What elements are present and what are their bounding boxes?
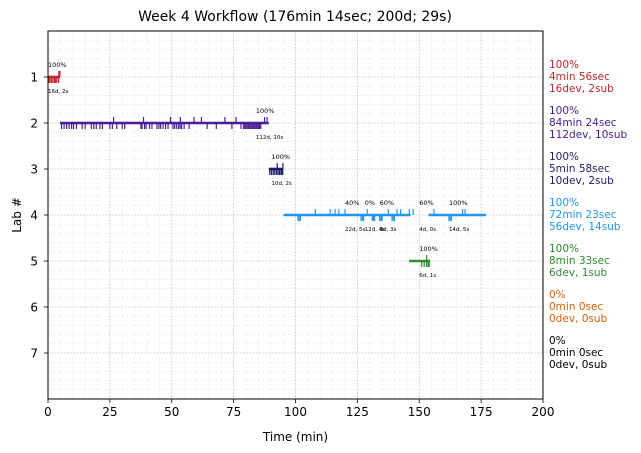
y-tick-label: 3 bbox=[30, 163, 38, 177]
x-tick-label: 75 bbox=[226, 405, 241, 419]
plot-area: 100% 16d, 2s 100% 112d, 10s 100% 10d, 2s 40% 22… bbox=[48, 61, 487, 279]
lab-2-pct-label: 100% bbox=[256, 107, 275, 115]
lab-4-summary-line: 100% bbox=[549, 197, 579, 209]
axis-ticks: 0 25 50 75 100 125 150 175 200 1 2 3 4 5 6 7 bbox=[30, 71, 554, 420]
y-tick-label: 6 bbox=[30, 301, 38, 315]
lab-1-summary-line: 100% bbox=[549, 59, 579, 71]
lab-6-summary-line: 0dev, 0sub bbox=[549, 313, 608, 325]
x-tick-label: 25 bbox=[102, 405, 117, 419]
lab-1-pct-label: 100% bbox=[48, 61, 67, 69]
x-tick-label: 200 bbox=[532, 405, 555, 419]
lab-4-summary-line: 56dev, 14sub bbox=[549, 221, 621, 233]
lab-4-count-label: 14d, 5s bbox=[449, 227, 469, 233]
y-axis-label: Lab # bbox=[10, 197, 24, 233]
lab-5-pct-label: 100% bbox=[419, 245, 438, 253]
lab-3-count-label: 10d, 2s bbox=[271, 181, 291, 187]
lab-7-summary-line: 0min 0sec bbox=[549, 347, 603, 359]
lab-6-summary-line: 0min 0sec bbox=[549, 301, 603, 313]
lab-4-count-label: 12d, 4s bbox=[365, 227, 385, 233]
lab-3-pct-label: 100% bbox=[271, 153, 290, 161]
x-axis-label: Time (min) bbox=[262, 430, 328, 444]
lab-3-summary-line: 10dev, 2sub bbox=[549, 175, 614, 187]
y-tick-label: 7 bbox=[30, 347, 38, 361]
lab-1-count-label: 16d, 2s bbox=[48, 89, 68, 95]
y-tick-label: 1 bbox=[30, 71, 38, 85]
lab-5-count-label: 6d, 1s bbox=[419, 273, 436, 279]
lab-4-count-label: 4d, 0s bbox=[419, 227, 436, 233]
lab-4-pct-label: 100% bbox=[449, 199, 468, 207]
grid bbox=[47, 30, 544, 399]
lab-4-summary-line: 72min 23sec bbox=[549, 209, 617, 221]
lab-4-count-label: 22d, 5s bbox=[345, 227, 365, 233]
lab-3-summary-line: 100% bbox=[549, 151, 579, 163]
lab-2-count-label: 112d, 10s bbox=[256, 135, 283, 141]
x-tick-label: 175 bbox=[470, 405, 493, 419]
lab-4-pct-label: 40% bbox=[345, 199, 359, 207]
x-tick-label: 50 bbox=[164, 405, 179, 419]
y-tick-label: 5 bbox=[30, 255, 38, 269]
lab-7-summary-line: 0dev, 0sub bbox=[549, 359, 608, 371]
x-tick-label: 125 bbox=[346, 405, 369, 419]
lab-3-summary-line: 5min 58sec bbox=[549, 163, 610, 175]
x-tick-label: 150 bbox=[408, 405, 431, 419]
lab-2-summary-line: 100% bbox=[549, 105, 579, 117]
lab-5-summary-line: 6dev, 1sub bbox=[549, 267, 608, 279]
y-tick-label: 4 bbox=[30, 209, 38, 223]
y-tick-label: 2 bbox=[30, 117, 38, 131]
lab-1-summary-line: 4min 56sec bbox=[549, 71, 610, 83]
lab-4-pct-label: 0% bbox=[365, 199, 375, 207]
lab-2-summary-line: 84min 24sec bbox=[549, 117, 617, 129]
lab-5-summary-line: 8min 33sec bbox=[549, 255, 610, 267]
lab-2-summary-line: 112dev, 10sub bbox=[549, 129, 628, 141]
lab-4-pct-label: 60% bbox=[419, 199, 433, 207]
lab-4-count-label: 8d, 3s bbox=[380, 227, 397, 233]
lab-5-summary-line: 100% bbox=[549, 243, 579, 255]
lab-6-summary-line: 0% bbox=[549, 289, 566, 301]
x-tick-label: 0 bbox=[44, 405, 52, 419]
lab-4-pct-label: 60% bbox=[380, 199, 394, 207]
chart-title: Week 4 Workflow (176min 14sec; 200d; 29s… bbox=[138, 9, 452, 25]
lab-1-summary-line: 16dev, 2sub bbox=[549, 83, 614, 95]
x-tick-label: 100 bbox=[284, 405, 307, 419]
lab-7-summary-line: 0% bbox=[549, 335, 566, 347]
